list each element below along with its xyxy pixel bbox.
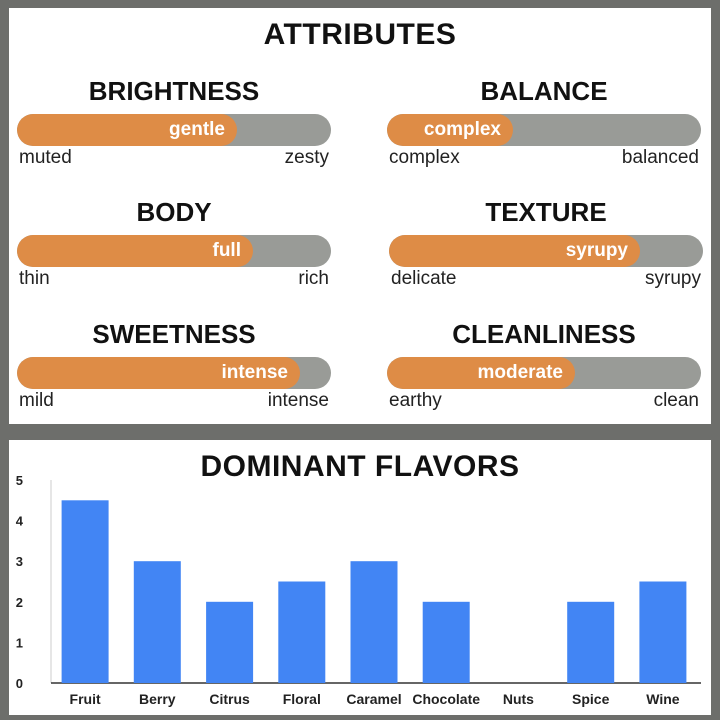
attribute-high-label: clean (653, 390, 699, 411)
bar-fruit (61, 500, 109, 683)
attribute-fill (387, 357, 575, 389)
attribute-body: BODY full thin rich (17, 197, 331, 307)
y-tick-label: 1 (16, 635, 23, 650)
chart-title: DOMINANT FLAVORS (200, 450, 520, 483)
y-tick-label: 5 (16, 473, 23, 488)
bar-floral (278, 581, 326, 683)
attribute-sweetness: SWEETNESS intense mild intense (17, 319, 331, 429)
attribute-high-label: zesty (284, 147, 329, 168)
attribute-name: CLEANLINESS (452, 319, 636, 349)
attribute-fill (17, 235, 253, 267)
attribute-high-label: rich (298, 268, 329, 289)
category-label: Spice (572, 691, 610, 707)
bar-caramel (350, 561, 398, 683)
y-tick-label: 2 (16, 595, 23, 610)
category-label: Nuts (503, 691, 534, 707)
attribute-fill (17, 357, 300, 389)
attribute-track: gentle (17, 114, 331, 146)
flavors-panel: DOMINANT FLAVORS 0 1 2 3 4 5 Fruit Berry Citrus F… (9, 440, 711, 715)
attribute-low-label: earthy (389, 390, 442, 411)
attribute-fill (389, 235, 640, 267)
bar-wine (639, 581, 687, 683)
attribute-name: TEXTURE (485, 197, 607, 227)
attribute-low-label: complex (389, 147, 460, 168)
attribute-brightness: BRIGHTNESS gentle muted zesty (17, 76, 331, 186)
attributes-panel: ATTRIBUTES BRIGHTNESS gentle muted zesty… (9, 8, 711, 424)
attribute-low-label: delicate (391, 268, 457, 289)
y-tick-label: 4 (16, 514, 24, 529)
attribute-low-label: mild (19, 390, 54, 411)
attribute-name: BALANCE (480, 76, 608, 106)
attribute-low-label: thin (19, 268, 50, 289)
attribute-track: syrupy (389, 235, 703, 267)
category-label: Berry (139, 691, 176, 707)
attribute-value-label: intense (221, 362, 288, 383)
attribute-name: SWEETNESS (92, 319, 256, 349)
attribute-value-label: syrupy (565, 240, 628, 261)
bar-berry (133, 561, 181, 683)
attribute-cleanliness: CLEANLINESS moderate earthy clean (387, 319, 701, 429)
attribute-value-label: gentle (169, 119, 225, 140)
bar-citrus (206, 601, 254, 683)
category-label: Floral (283, 691, 321, 707)
y-tick-label: 3 (16, 554, 23, 569)
category-label: Wine (646, 691, 680, 707)
attribute-fill (387, 114, 513, 146)
attribute-name: BRIGHTNESS (88, 76, 260, 106)
attribute-high-label: syrupy (645, 268, 701, 289)
attribute-high-label: balanced (621, 147, 699, 168)
attribute-name: BODY (136, 197, 212, 227)
attribute-track: full (17, 235, 331, 267)
attribute-texture: TEXTURE syrupy delicate syrupy (389, 197, 703, 307)
attribute-low-label: muted (19, 147, 72, 168)
attribute-value-label: full (212, 240, 242, 261)
bar-spice (567, 601, 615, 683)
attribute-track: moderate (387, 357, 701, 389)
attribute-value-label: moderate (477, 362, 563, 383)
bar-chocolate (422, 601, 470, 683)
category-label: Citrus (209, 691, 250, 707)
attribute-high-label: intense (267, 390, 329, 411)
y-tick-label: 0 (16, 676, 23, 691)
flavor-bar-chart: 0 1 2 3 4 5 Fruit Berry Citrus Floral Caramel Choco… (16, 473, 701, 707)
category-label: Fruit (70, 691, 101, 707)
category-label: Chocolate (412, 691, 480, 707)
category-label: Caramel (346, 691, 401, 707)
attribute-value-label: complex (423, 119, 501, 140)
attributes-title: ATTRIBUTES (263, 18, 457, 51)
attribute-track: complex (387, 114, 701, 146)
attribute-track: intense (17, 357, 331, 389)
attribute-balance: BALANCE complex complex balanced (387, 76, 701, 186)
attribute-fill (17, 114, 237, 146)
